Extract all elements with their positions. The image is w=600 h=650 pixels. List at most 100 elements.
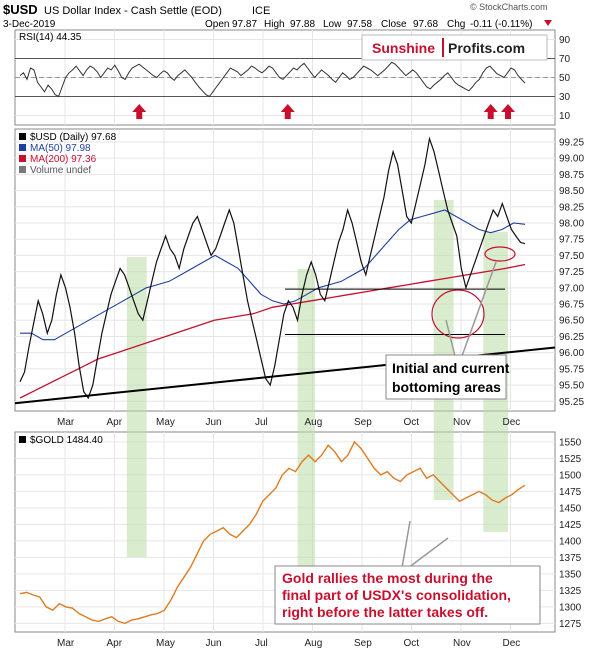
pointer-line xyxy=(461,261,497,357)
y-tick-label: 98.75 xyxy=(559,170,584,181)
svg-text:$USD (Daily) 97.68: $USD (Daily) 97.68 xyxy=(30,132,117,143)
x-tick-label: Nov xyxy=(453,417,471,428)
svg-text:97.88: 97.88 xyxy=(290,19,315,30)
svg-text:97.58: 97.58 xyxy=(347,19,372,30)
rsi-line xyxy=(19,61,526,98)
y-tick-label: 1475 xyxy=(559,487,582,498)
up-arrow-icon xyxy=(483,104,498,119)
chart-name: US Dollar Index - Cash Settle (EOD) xyxy=(44,5,222,17)
pointer-line xyxy=(407,537,449,569)
chart-symbol: $USD xyxy=(3,2,38,17)
gold-annotation: Gold rallies the most during the final p… xyxy=(274,565,541,625)
x-tick-label: Mar xyxy=(57,417,75,428)
svg-text:Chg: Chg xyxy=(447,19,465,30)
y-tick-label: 70 xyxy=(559,54,571,65)
current-bottom-circle xyxy=(484,246,516,262)
up-arrow-icon xyxy=(280,104,295,119)
x-tick-label: Aug xyxy=(305,417,323,428)
chart-date: 3-Dec-2019 xyxy=(3,19,56,30)
svg-text:Sunshine: Sunshine xyxy=(372,40,435,56)
svg-text:Low: Low xyxy=(323,19,342,30)
svg-text:$GOLD 1484.40: $GOLD 1484.40 xyxy=(30,435,103,446)
consolidation-band xyxy=(126,257,147,557)
y-tick-label: 1550 xyxy=(559,437,582,448)
svg-text:High: High xyxy=(264,19,285,30)
consolidation-band xyxy=(297,269,315,569)
y-tick-label: 1375 xyxy=(559,553,582,564)
sunshine-profits-logo: Sunshine Profits.com xyxy=(361,34,548,61)
y-tick-label: 97.25 xyxy=(559,267,584,278)
usd-price-line xyxy=(19,136,526,400)
y-tick-label: 95.25 xyxy=(559,397,584,408)
svg-text:Initial and current: Initial and current xyxy=(392,360,510,376)
svg-text:Open: Open xyxy=(205,19,229,30)
x-tick-label: Sep xyxy=(354,417,372,428)
y-tick-label: 96.25 xyxy=(559,332,584,343)
svg-text:97.68: 97.68 xyxy=(413,19,438,30)
x-tick-label: Jul xyxy=(255,638,268,649)
y-tick-label: 30 xyxy=(559,92,571,103)
y-tick-label: 98.25 xyxy=(559,202,584,213)
svg-text:Profits.com: Profits.com xyxy=(448,40,525,56)
x-tick-label: Jun xyxy=(206,638,222,649)
x-tick-label: Oct xyxy=(404,417,420,428)
y-tick-label: 96.00 xyxy=(559,348,584,359)
x-tick-label: Jun xyxy=(206,417,222,428)
x-tick-label: Apr xyxy=(107,638,123,649)
y-tick-label: 50 xyxy=(559,73,571,84)
x-tick-label: Oct xyxy=(404,638,420,649)
chart-source: © StockCharts.com xyxy=(470,2,548,12)
y-tick-label: 90 xyxy=(559,35,571,46)
pointer-line xyxy=(445,319,456,357)
up-arrow-icon xyxy=(501,104,516,119)
y-tick-label: 97.75 xyxy=(559,235,584,246)
y-tick-label: 99.00 xyxy=(559,154,584,165)
y-tick-label: 95.50 xyxy=(559,381,584,392)
up-arrow-icon xyxy=(132,104,147,119)
x-tick-label: May xyxy=(156,638,175,649)
y-tick-label: 96.75 xyxy=(559,300,584,311)
y-tick-label: 1400 xyxy=(559,536,582,547)
y-tick-label: 96.50 xyxy=(559,316,584,327)
svg-text:-0.11 (-0.11%): -0.11 (-0.11%) xyxy=(470,19,532,30)
y-tick-label: 10 xyxy=(559,111,571,122)
chg-down-arrow-icon xyxy=(544,20,552,26)
y-tick-label: 1525 xyxy=(559,454,582,465)
chart-exchange: ICE xyxy=(252,5,270,17)
y-tick-label: 98.00 xyxy=(559,219,584,230)
y-tick-label: 99.25 xyxy=(559,137,584,148)
consolidation-band xyxy=(433,200,454,500)
bottoming-annotation: Initial and current bottoming areas xyxy=(385,354,510,400)
x-tick-label: Aug xyxy=(305,638,323,649)
y-tick-label: 1300 xyxy=(559,602,582,613)
ma50-line xyxy=(20,209,526,341)
y-tick-label: 1500 xyxy=(559,470,582,481)
price-legend: $USD (Daily) 97.68 MA(50) 97.98 MA(200) … xyxy=(19,132,117,176)
svg-text:final part of USDX's consolida: final part of USDX's consolidation, xyxy=(282,587,511,603)
rsi-label: RSI(14) 44.35 xyxy=(19,32,82,43)
svg-text:bottoming areas: bottoming areas xyxy=(392,379,501,395)
ohlc-readout: Open 97.87 High 97.88 Low 97.58 Close 97.68 … xyxy=(205,19,532,30)
y-tick-label: 1450 xyxy=(559,503,582,514)
x-tick-label: Mar xyxy=(57,638,75,649)
x-tick-label: Dec xyxy=(503,417,521,428)
y-tick-label: 97.00 xyxy=(559,283,584,294)
y-tick-label: 95.75 xyxy=(559,364,584,375)
gold-panel xyxy=(14,431,556,633)
y-tick-label: 97.50 xyxy=(559,251,584,262)
x-tick-label: Dec xyxy=(503,638,521,649)
svg-text:MA(50) 97.98: MA(50) 97.98 xyxy=(30,143,91,154)
gold-legend: $GOLD 1484.40 xyxy=(19,435,103,446)
y-tick-label: 1350 xyxy=(559,569,582,580)
x-tick-label: Jul xyxy=(255,417,268,428)
x-tick-label: May xyxy=(156,417,175,428)
y-tick-label: 1275 xyxy=(559,619,582,630)
y-tick-label: 1425 xyxy=(559,520,582,531)
y-tick-label: 1325 xyxy=(559,586,582,597)
ma200-line xyxy=(19,263,526,399)
gold-price-line xyxy=(19,440,526,625)
price-panel xyxy=(14,128,556,412)
x-tick-label: Nov xyxy=(453,638,471,649)
svg-text:right before the latter takes: right before the latter takes off. xyxy=(282,604,488,620)
